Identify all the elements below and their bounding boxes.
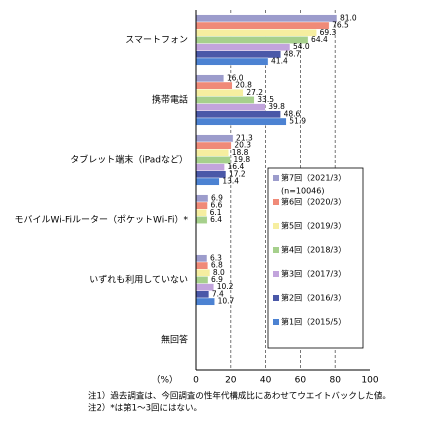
value-label: 27.2 — [246, 88, 263, 97]
legend-swatch — [273, 247, 279, 253]
x-tick-label: 60 — [295, 376, 307, 386]
x-tick-label: 80 — [329, 376, 341, 386]
value-label: 76.5 — [332, 21, 349, 30]
bar — [195, 297, 215, 306]
legend-swatch — [273, 175, 279, 181]
bar — [195, 88, 244, 97]
bar — [195, 110, 281, 119]
note: 注1）過去調査は、今回調査の性年代構成比にあわせてウエイトバックした値。 — [88, 391, 391, 402]
value-label: 33.5 — [257, 95, 274, 104]
bar — [195, 103, 266, 111]
legend-label: 第2回（2016/3） — [281, 293, 346, 303]
value-label: 20.3 — [234, 141, 251, 150]
category-label: 無回答 — [161, 334, 188, 346]
legend-label: 第3回（2017/3） — [281, 269, 346, 279]
value-label: 8.0 — [213, 268, 225, 277]
value-label: 6.1 — [210, 208, 222, 217]
category-label: いずれも利用していない — [89, 274, 188, 286]
category-label: スマートフォン — [125, 36, 188, 46]
note: 注2）*は第1～3回にはない。 — [88, 403, 202, 414]
value-label: 6.6 — [210, 201, 222, 210]
value-label: 81.0 — [340, 13, 357, 22]
value-label: 21.3 — [236, 133, 253, 142]
value-label: 7.4 — [212, 289, 224, 298]
legend-note: (n=10046) — [281, 187, 324, 196]
bar — [195, 254, 208, 263]
bar — [195, 96, 255, 104]
x-tick-label: 20 — [225, 376, 237, 386]
legend-swatch — [273, 199, 279, 205]
bar — [195, 261, 209, 270]
x-tick-label: 0 — [193, 376, 199, 386]
value-label: 16.0 — [227, 73, 244, 82]
value-label: 6.3 — [210, 253, 222, 262]
value-label: 18.8 — [232, 148, 249, 157]
bar — [195, 276, 209, 284]
category-label: モバイルWi-Fiルーター（ポケットWi-Fi）* — [15, 215, 189, 226]
value-label: 51.9 — [289, 117, 306, 126]
bar — [195, 134, 234, 143]
value-label: 6.9 — [211, 193, 223, 202]
bar — [195, 163, 225, 172]
bar — [195, 208, 207, 217]
bar — [195, 177, 220, 186]
value-label: 20.8 — [235, 81, 252, 90]
bar — [195, 57, 269, 66]
bar — [195, 290, 210, 299]
value-label: 10.2 — [217, 282, 234, 291]
value-label: 39.8 — [268, 102, 285, 111]
x-tick-label: 40 — [260, 376, 272, 386]
x-axis-label: （%） — [151, 375, 178, 386]
value-label: 6.4 — [210, 215, 222, 224]
value-label: 19.8 — [233, 155, 250, 164]
x-tick-label: 100 — [361, 376, 378, 386]
bar — [195, 216, 208, 224]
bar — [195, 74, 225, 83]
legend-label: 第6回（2020/3） — [281, 197, 346, 207]
legend-swatch — [273, 319, 279, 325]
bar — [195, 156, 231, 164]
legend-box — [267, 167, 364, 349]
legend-label: 第4回（2018/3） — [281, 245, 346, 255]
bar — [195, 269, 211, 277]
category-label: 携帯電話 — [152, 94, 188, 106]
bar — [195, 21, 330, 30]
legend-label: 第1回（2015/5） — [281, 317, 346, 327]
legend-swatch — [273, 295, 279, 301]
bar — [195, 148, 229, 157]
value-label: 54.0 — [293, 42, 310, 51]
bar — [195, 201, 208, 210]
bar — [195, 81, 233, 90]
bar — [195, 43, 291, 51]
bar — [195, 36, 309, 44]
value-label: 13.4 — [222, 177, 239, 186]
bar — [195, 29, 317, 37]
legend-label: 第7回（2021/3） — [281, 173, 346, 183]
bar — [195, 50, 281, 59]
value-label: 48.6 — [284, 109, 301, 118]
value-label: 16.4 — [228, 162, 245, 171]
bar — [195, 117, 287, 126]
value-label: 10.7 — [218, 297, 235, 306]
value-label: 6.8 — [211, 261, 223, 270]
value-label: 69.3 — [320, 28, 337, 37]
category-label: タブレット端末（iPadなど） — [70, 154, 188, 166]
value-label: 17.2 — [229, 169, 246, 178]
value-label: 6.9 — [211, 275, 223, 284]
bar — [195, 194, 209, 203]
value-label: 48.7 — [284, 49, 301, 58]
value-label: 64.4 — [311, 35, 328, 44]
legend-swatch — [273, 271, 279, 277]
legend-swatch — [273, 223, 279, 229]
bar — [195, 141, 232, 150]
legend-label: 第5回（2019/3） — [281, 221, 346, 231]
value-label: 41.4 — [271, 57, 288, 66]
bar — [195, 14, 338, 23]
